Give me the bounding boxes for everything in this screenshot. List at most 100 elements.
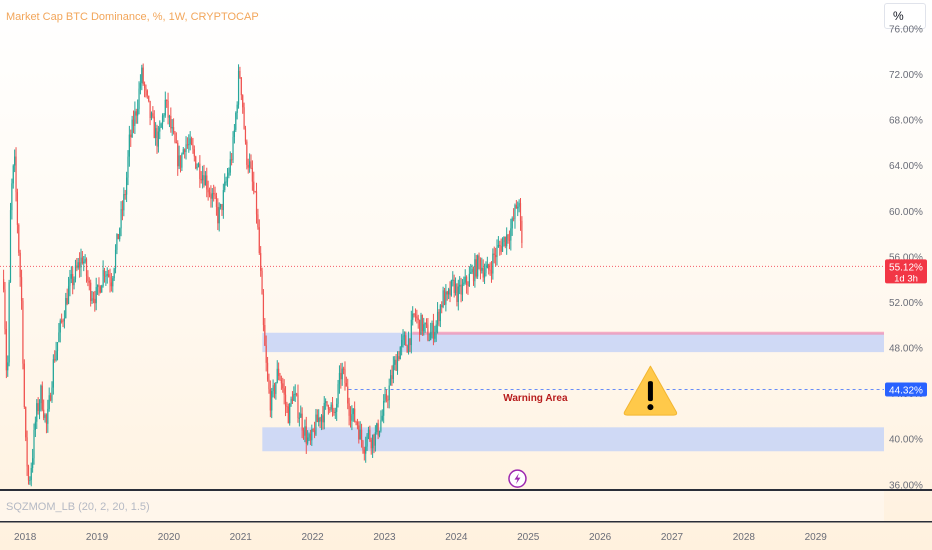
candle-body (511, 218, 513, 229)
candle-body (134, 111, 136, 126)
candle (261, 267, 263, 295)
price-axis[interactable]: 36.00%40.00%44.00%48.00%52.00%56.00%60.0… (885, 24, 927, 491)
candle (148, 95, 150, 103)
candle-body (308, 434, 310, 438)
candle-body (213, 193, 215, 195)
candle (25, 406, 27, 442)
candle-body (356, 422, 359, 426)
candle-body (182, 149, 184, 154)
candle-body (283, 388, 285, 395)
candle-body (181, 153, 183, 168)
candle-body (496, 246, 498, 258)
candle (389, 369, 392, 386)
candle (431, 320, 433, 339)
candle-body (394, 359, 396, 365)
candle (11, 178, 13, 220)
candle (105, 271, 107, 286)
price-tick-label: 60.00% (889, 207, 923, 218)
candle-body (399, 347, 401, 360)
candle-body (439, 305, 441, 322)
candle-body (98, 284, 100, 287)
candle-body (76, 265, 78, 268)
candle (510, 218, 512, 251)
candle-body (139, 83, 142, 89)
candle (43, 399, 45, 421)
candle-body (161, 115, 164, 124)
candle (236, 101, 238, 120)
candle-body (488, 264, 490, 270)
candle (319, 416, 321, 429)
candle (113, 267, 115, 281)
candle (218, 202, 220, 232)
candle-body (425, 322, 428, 325)
candle (135, 108, 137, 124)
candle-body (300, 413, 302, 418)
candle-body (146, 90, 148, 96)
candle-body (519, 203, 522, 221)
candle (457, 279, 459, 311)
candle-body (206, 175, 208, 190)
candle (214, 186, 216, 200)
candle (378, 430, 381, 438)
candle (229, 151, 231, 176)
candle-body (521, 220, 523, 243)
price-tick-label: 76.00% (889, 24, 923, 35)
candle-body (30, 468, 32, 480)
time-tick-label: 2024 (445, 532, 468, 543)
candle (508, 230, 511, 250)
candle (349, 406, 352, 428)
candle-body (452, 279, 454, 281)
candle-body (450, 280, 452, 296)
candle (329, 407, 331, 414)
candle-body (466, 276, 468, 285)
candle-body (255, 191, 258, 215)
candle (74, 259, 77, 283)
candle (208, 187, 211, 198)
candle-body (385, 394, 388, 400)
price-tick-label: 64.00% (889, 161, 923, 172)
candle-body (7, 362, 9, 371)
candle (246, 139, 248, 170)
candle-body (420, 314, 422, 335)
candle (237, 64, 240, 109)
candle (471, 264, 473, 275)
candle-body (474, 259, 476, 282)
candle (286, 401, 288, 414)
candle (432, 313, 435, 346)
candle (474, 253, 476, 288)
candle (190, 136, 193, 146)
candle (282, 377, 284, 393)
candle-body (358, 425, 360, 440)
candle-body (84, 259, 86, 262)
time-axis[interactable]: 2018 2019 2020 2021 2022 2023 2024 2025 2026 2027… (14, 532, 827, 543)
candle (479, 257, 482, 280)
candle-body (499, 244, 501, 247)
candle-body (2, 279, 5, 290)
candle (501, 237, 504, 253)
candle (2, 269, 5, 293)
candle-body (427, 324, 429, 341)
warning-dot (647, 404, 654, 411)
candle-body (338, 372, 341, 385)
candle (320, 414, 323, 431)
candle-body (23, 363, 25, 407)
candle-body (454, 284, 457, 293)
candle-body (231, 159, 233, 161)
level-tag (885, 382, 927, 397)
candle (370, 437, 372, 455)
candle-body (355, 421, 357, 423)
unit-toggle-button[interactable]: % (884, 3, 926, 29)
candle-body (296, 393, 298, 395)
candle-body (196, 166, 198, 169)
candle (67, 276, 70, 305)
candle (204, 171, 206, 186)
candle-body (369, 429, 371, 440)
candle (500, 238, 502, 255)
candle-body (109, 276, 111, 283)
candle (327, 404, 329, 415)
candle (273, 382, 276, 399)
candle-body (250, 161, 252, 168)
candle (388, 378, 390, 409)
candle (305, 416, 307, 454)
